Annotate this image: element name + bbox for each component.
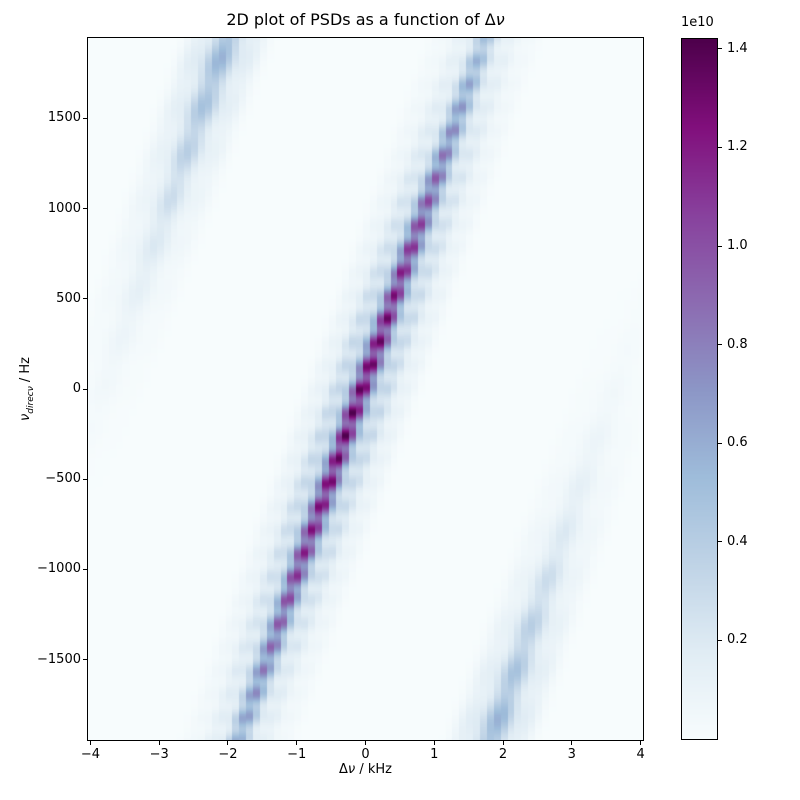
y-axis-label-subscript: direcν [25,386,36,414]
y-tick-mark [83,659,87,661]
x-tick-mark [296,741,298,745]
colorbar-tick-label: 0.2 [727,632,748,648]
y-tick-mark [83,478,87,480]
colorbar-tick-mark [718,541,722,543]
colorbar-tick-mark [718,344,722,346]
colorbar-tick-label: 1.0 [727,238,748,254]
x-tick-label: −3 [149,747,169,762]
y-tick-label: 0 [72,381,81,396]
y-tick-label: 500 [56,290,81,306]
colorbar-tick-mark [718,146,722,148]
y-tick-label: −500 [45,471,81,487]
chart-title-nu: ν [495,10,505,29]
y-tick-label: 1000 [47,200,81,216]
colorbar-tick-label: 1.2 [727,139,748,155]
x-axis-label-unit: / kHz [355,762,392,777]
colorbar-tick-label: 1.4 [727,40,748,56]
y-tick-label: −1500 [37,651,81,667]
colorbar-tick-label: 0.8 [727,336,748,352]
x-tick-mark [571,741,573,745]
x-tick-mark [433,741,435,745]
x-tick-mark [640,741,642,745]
y-tick-mark [83,298,87,300]
chart-title: 2D plot of PSDs as a function of Δν [88,11,643,29]
heatmap-canvas [88,38,643,740]
x-tick-label: −2 [218,747,238,762]
x-tick-mark [158,741,160,745]
colorbar-tick-mark [718,639,722,641]
colorbar-tick-mark [718,48,722,50]
colorbar-tick-mark [718,442,722,444]
x-tick-mark [227,741,229,745]
x-axis-label-nu: ν [347,762,356,777]
x-tick-mark [502,741,504,745]
y-axis-label-symbol: ν [18,413,34,421]
x-tick-label: 0 [361,747,370,762]
colorbar [681,38,718,740]
x-tick-mark [89,741,91,745]
colorbar-tick-mark [718,245,722,247]
colorbar-tick-label: 0.6 [727,435,748,451]
colorbar-canvas [682,39,717,739]
y-tick-mark [83,117,87,119]
y-axis-label-unit: / Hz [18,357,34,387]
y-tick-mark [83,388,87,390]
y-tick-mark [83,568,87,570]
x-tick-label: 1 [430,747,439,762]
plot-area [87,37,644,741]
colorbar-offset-label: 1e10 [681,15,714,30]
colorbar-tick-label: 0.4 [727,533,748,549]
y-axis-label: νdirecν / Hz [18,357,36,421]
x-tick-mark [365,741,366,745]
x-tick-label: 2 [498,747,508,762]
x-tick-label: −1 [287,747,307,762]
y-tick-label: 1500 [47,110,81,126]
x-tick-label: 4 [636,747,645,762]
x-axis-label-delta: Δ [339,762,348,777]
x-tick-label: −4 [80,747,100,762]
y-tick-mark [83,208,87,210]
x-axis-label: Δν / kHz [88,762,643,777]
x-tick-label: 3 [567,747,576,762]
chart-title-text: 2D plot of PSDs as a function of [226,10,485,29]
chart-title-delta: Δ [484,10,496,29]
y-tick-label: −1000 [37,561,81,577]
